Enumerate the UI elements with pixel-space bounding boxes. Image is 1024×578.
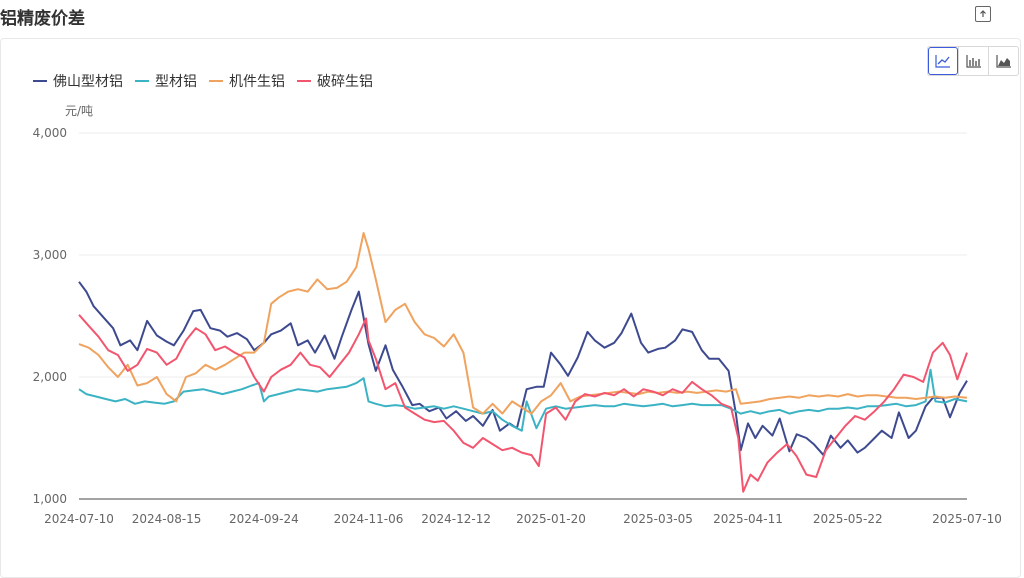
line-chart-button[interactable] <box>928 47 958 75</box>
chart-card <box>0 38 1021 578</box>
export-icon <box>980 10 986 17</box>
page-title: 铝精废价差 <box>0 9 85 29</box>
chart-type-switch <box>927 46 1019 76</box>
line-chart-icon <box>935 55 950 68</box>
area-chart-button[interactable] <box>988 47 1018 75</box>
bar-chart-icon <box>965 55 981 68</box>
area-chart-icon <box>995 55 1011 68</box>
bar-chart-button[interactable] <box>958 47 988 75</box>
export-button[interactable] <box>975 6 991 22</box>
